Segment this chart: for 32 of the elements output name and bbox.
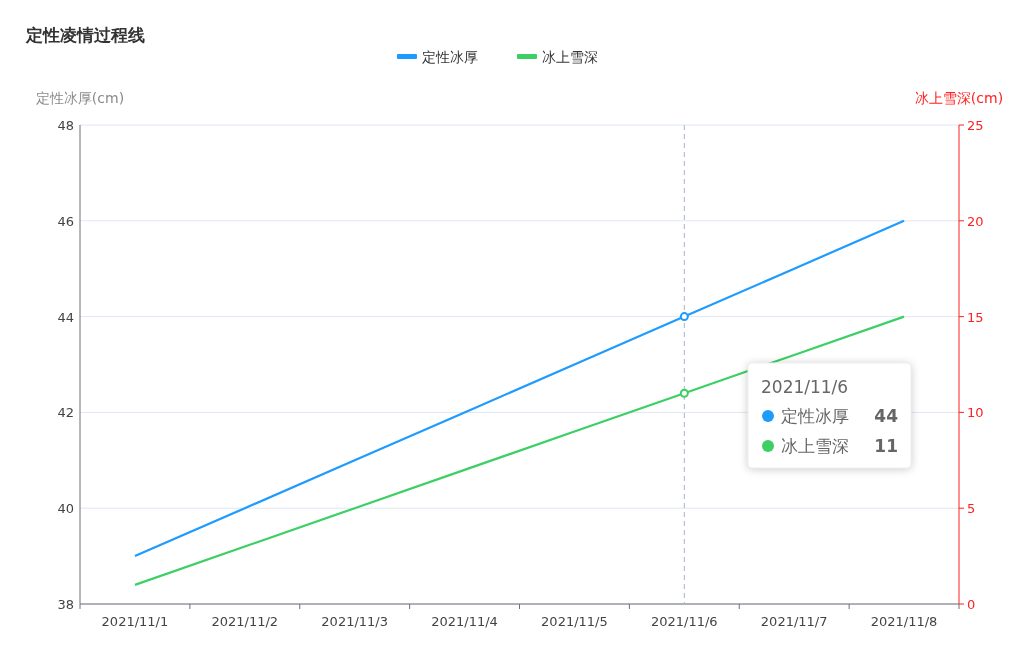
x-tick-label: 2021/11/1 [101, 614, 169, 629]
annotation: 冰上雪深 [781, 436, 849, 456]
y2-axis-title: 冰上雪深(cm) [914, 90, 1004, 106]
x-tick-label: 2021/11/5 [541, 614, 608, 629]
y2-tick-label: 25 [967, 118, 984, 133]
y-tick-label: 40 [57, 501, 74, 517]
x-tick-label: 2021/11/2 [211, 614, 279, 629]
x-tick-label: 2021/11/7 [760, 614, 828, 629]
y-tick-label: 48 [57, 118, 74, 133]
y-tick-label: 38 [57, 597, 74, 612]
line-series [133, 315, 906, 586]
x-tick-label: 2021/11/3 [321, 614, 389, 629]
y-tick-label: 42 [57, 405, 74, 421]
y-tick-label: 44 [57, 309, 74, 325]
legend-label: 冰上雪深 [542, 49, 598, 65]
x-tick-label: 2021/11/8 [870, 614, 938, 629]
line-series [133, 219, 906, 558]
annotation: 2021/11/6 [761, 377, 849, 397]
chart-title: 定性凌情过程线 [25, 25, 145, 45]
legend-label: 定性冰厚 [422, 49, 478, 65]
x-tick-label: 2021/11/4 [431, 614, 498, 629]
y2-tick-label: 5 [967, 501, 976, 517]
y2-tick-label: 10 [967, 405, 984, 421]
y2-tick-label: 15 [967, 309, 984, 325]
y2-tick-label: 0 [967, 597, 976, 612]
y-tick-label: 46 [57, 213, 74, 229]
annotation: 44 [874, 406, 899, 426]
annotation: 定性冰厚 [781, 406, 849, 426]
annotation: 11 [874, 436, 898, 456]
y-axis-title: 定性冰厚(cm) [35, 90, 125, 106]
x-tick-label: 2021/11/6 [650, 614, 718, 629]
y2-tick-label: 20 [967, 213, 984, 229]
